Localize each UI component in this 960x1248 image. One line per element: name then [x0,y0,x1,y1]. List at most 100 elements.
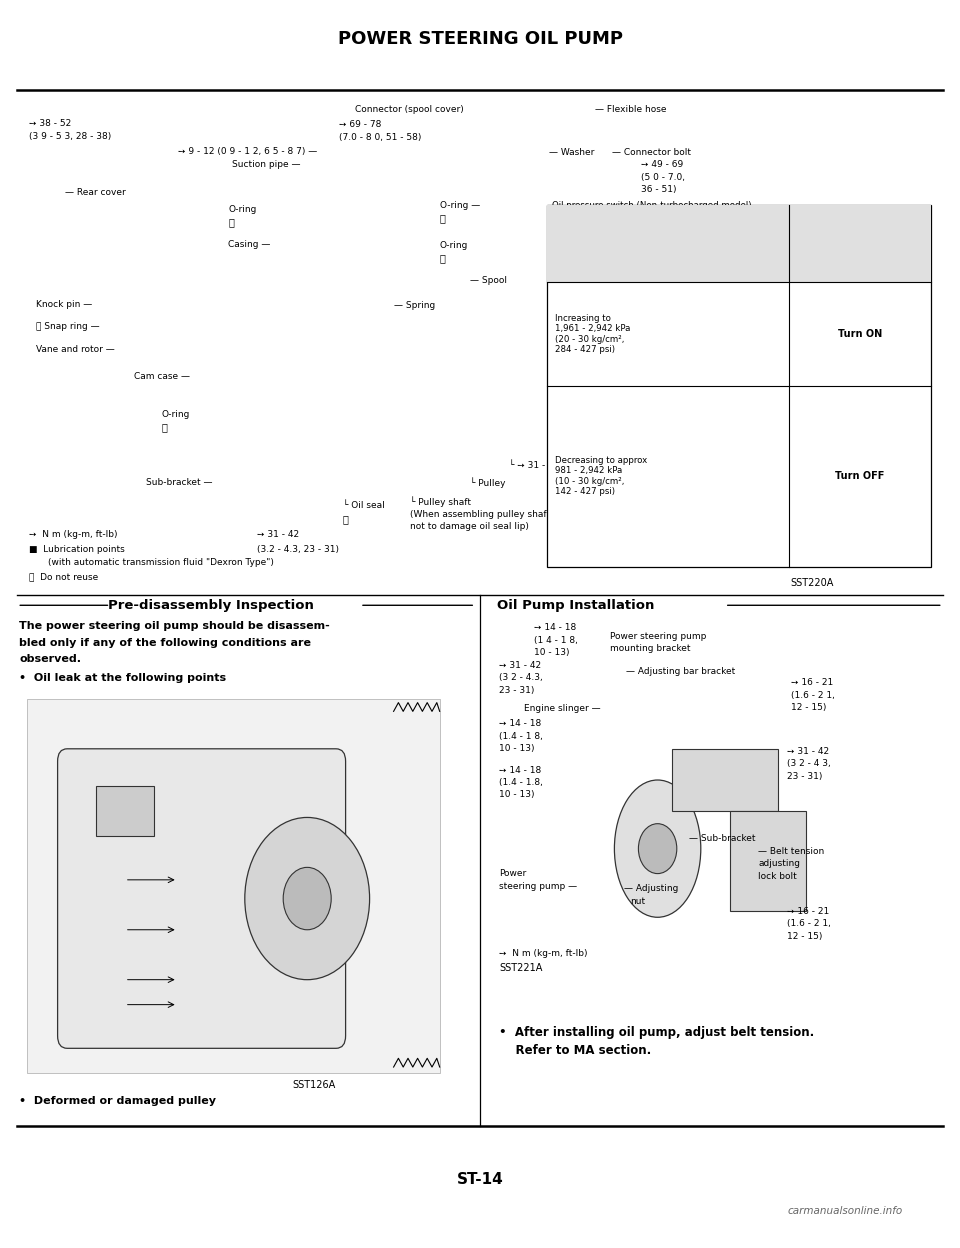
Text: — Adjusting: — Adjusting [624,884,679,894]
Bar [547,205,931,282]
Text: O-ring: O-ring [228,205,257,215]
Text: └ Pulley shaft: └ Pulley shaft [410,497,471,507]
Text: nut: nut [630,896,645,906]
Text: — Washer: — Washer [549,147,594,157]
Text: — Spool: — Spool [470,276,508,286]
Text: Oil Pump Installation: Oil Pump Installation [497,599,655,612]
Text: 12 - 15): 12 - 15) [791,703,827,713]
Text: — Adjusting bar bracket: — Adjusting bar bracket [626,666,735,676]
Text: Power: Power [499,869,526,879]
Text: •  Oil leak at the following points: • Oil leak at the following points [19,673,227,683]
Text: 23 - 31): 23 - 31) [499,685,535,695]
Text: (7.0 - 8 0, 51 - 58): (7.0 - 8 0, 51 - 58) [339,132,421,142]
Text: Decreasing to approx
981 - 2,942 kPa
(10 - 30 kg/cm²,
142 - 427 psi): Decreasing to approx 981 - 2,942 kPa (10… [555,456,647,497]
Text: 10 - 13): 10 - 13) [499,790,535,800]
Text: (3 2 - 4 3,: (3 2 - 4 3, [787,759,831,769]
Bar [730,811,806,911]
Text: Ⓐ: Ⓐ [440,253,445,263]
Text: bled only if any of the following conditions are: bled only if any of the following condit… [19,638,311,648]
Text: — Flexible hose: — Flexible hose [595,105,666,115]
Text: mounting bracket: mounting bracket [610,644,690,654]
Text: — Sub-bracket: — Sub-bracket [689,834,756,844]
Text: (1.4 - 1.8,: (1.4 - 1.8, [499,778,543,787]
Text: Turn ON: Turn ON [838,328,882,339]
Text: 10 - 13): 10 - 13) [499,744,535,754]
Text: (1.6 - 2 1,: (1.6 - 2 1, [787,919,831,929]
Text: •  Deformed or damaged pulley: • Deformed or damaged pulley [19,1096,216,1106]
Text: Ⓐ  Do not reuse: Ⓐ Do not reuse [29,572,98,582]
Text: O-ring: O-ring [440,241,468,251]
Text: └ ➙ 31 - 42 (3 2 - 4 3, 23 - 31): └ ➙ 31 - 42 (3 2 - 4 3, 23 - 31) [509,461,644,470]
Text: Ⓐ: Ⓐ [440,213,445,223]
Text: O-ring —: O-ring — [440,201,480,211]
Text: ➙ 31 - 42: ➙ 31 - 42 [257,529,300,539]
Text: observed.: observed. [19,654,82,664]
Text: SST126A: SST126A [293,1080,336,1090]
Text: Knock pin —: Knock pin — [36,300,93,310]
Text: ➙ 31 - 42: ➙ 31 - 42 [787,746,829,756]
Text: POWER STEERING OIL PUMP: POWER STEERING OIL PUMP [338,30,622,47]
FancyBboxPatch shape [58,749,346,1048]
Text: ➙ 14 - 18: ➙ 14 - 18 [499,765,541,775]
Text: Turn OFF: Turn OFF [835,470,885,482]
Text: SST221A: SST221A [499,963,542,973]
Text: Vane and rotor —: Vane and rotor — [36,344,115,354]
Text: ➙ 38 - 52: ➙ 38 - 52 [29,119,71,129]
Text: ➙  N m (kg-m, ft-lb): ➙ N m (kg-m, ft-lb) [499,948,588,958]
Text: carmanualsonline.info: carmanualsonline.info [787,1206,902,1216]
Text: Oil pressure switch (Non-turbocharged model): Oil pressure switch (Non-turbocharged mo… [552,201,752,211]
Text: ➙ 69 - 78: ➙ 69 - 78 [339,120,381,130]
Text: 36 - 51): 36 - 51) [641,185,677,195]
Text: └ Pulley: └ Pulley [470,478,506,488]
Text: ➙ 14 - 18: ➙ 14 - 18 [499,719,541,729]
Text: ➙ 9 - 12 (0 9 - 1 2, 6 5 - 8 7) —: ➙ 9 - 12 (0 9 - 1 2, 6 5 - 8 7) — [178,146,317,156]
Text: •  After installing oil pump, adjust belt tension.: • After installing oil pump, adjust belt… [499,1026,814,1038]
Text: Refer to MA section.: Refer to MA section. [499,1045,652,1057]
Text: Sub-bracket —: Sub-bracket — [146,478,212,488]
Text: (1.6 - 2 1,: (1.6 - 2 1, [791,690,835,700]
Text: Casing —: Casing — [228,240,271,250]
Bar [96,786,154,836]
Text: — Rear cover: — Rear cover [65,187,126,197]
Text: Pre-disassembly Inspection: Pre-disassembly Inspection [108,599,314,612]
Text: Suction pipe —: Suction pipe — [232,160,300,170]
Text: (with automatic transmission fluid "Dexron Type"): (with automatic transmission fluid "Dexr… [48,558,274,568]
Text: 23 - 31): 23 - 31) [787,771,823,781]
Text: (When assembling pulley shaft, be careful: (When assembling pulley shaft, be carefu… [410,509,601,519]
Text: not to damage oil seal lip): not to damage oil seal lip) [410,522,529,532]
Bar [27,699,440,1073]
Text: (1 4 - 1 8,: (1 4 - 1 8, [534,635,578,645]
Text: └ Oil seal: └ Oil seal [343,500,384,510]
Text: O-ring: O-ring [161,409,190,419]
Text: (3 2 - 4.3,: (3 2 - 4.3, [499,673,543,683]
Text: ➙ 16 - 21: ➙ 16 - 21 [791,678,833,688]
Text: lock bolt: lock bolt [758,871,797,881]
Text: Connector (spool cover): Connector (spool cover) [355,105,464,115]
Bar [672,749,778,811]
Text: Engine slinger —: Engine slinger — [524,704,601,714]
Text: Cam case —: Cam case — [134,372,190,382]
Text: steering pump —: steering pump — [499,881,577,891]
Text: (5 0 - 7.0,: (5 0 - 7.0, [641,172,685,182]
Text: 10 - 13): 10 - 13) [534,648,569,658]
Text: High-pressure side
hydraulic line pressure: High-pressure side hydraulic line pressu… [619,233,717,253]
Text: ST-14: ST-14 [457,1172,503,1187]
Circle shape [245,817,370,980]
Bar [490,636,941,1073]
Text: (3.2 - 4.3, 23 - 31): (3.2 - 4.3, 23 - 31) [257,544,339,554]
Text: (3 9 - 5 3, 28 - 38): (3 9 - 5 3, 28 - 38) [29,131,111,141]
Text: ➙ 14 - 18: ➙ 14 - 18 [534,623,576,633]
Text: Ⓐ: Ⓐ [343,514,348,524]
Text: — Connector bolt: — Connector bolt [612,147,691,157]
Circle shape [283,867,331,930]
Text: The power steering oil pump should be disassem-: The power steering oil pump should be di… [19,622,330,631]
Text: (1.4 - 1 8,: (1.4 - 1 8, [499,731,543,741]
Text: Increasing to
1,961 - 2,942 kPa
(20 - 30 kg/cm²,
284 - 427 psi): Increasing to 1,961 - 2,942 kPa (20 - 30… [555,313,631,354]
Text: ➙  N m (kg-m, ft-lb): ➙ N m (kg-m, ft-lb) [29,529,117,539]
Text: Ⓐ Snap ring —: Ⓐ Snap ring — [36,322,100,332]
Text: — Spring: — Spring [394,301,435,311]
Text: ■  Lubrication points: ■ Lubrication points [29,544,125,554]
Ellipse shape [614,780,701,917]
Text: ➙ 49 - 69: ➙ 49 - 69 [641,160,684,170]
Text: adjusting: adjusting [758,859,801,869]
